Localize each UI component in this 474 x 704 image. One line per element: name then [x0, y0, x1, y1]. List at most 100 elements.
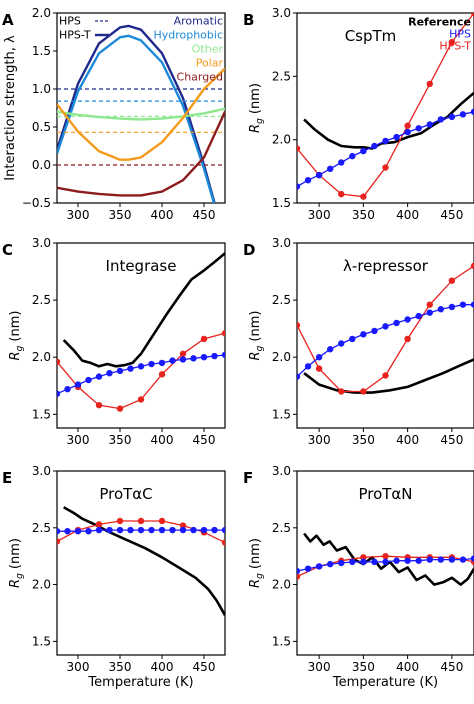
y-axis-label-unit: (nm): [8, 538, 23, 573]
legend-hps: HPS: [449, 28, 471, 41]
plot-area: [57, 24, 225, 203]
plot-area: [57, 506, 225, 616]
hpst-point: [158, 371, 166, 378]
hps-point: [360, 558, 367, 566]
y-tick-label: 2.0: [272, 578, 291, 592]
panel-c: C 300 350 400 450 1.5 2.0 2.5 3.0 Integrase Rg (nm…: [2, 236, 226, 447]
hps-point: [127, 365, 134, 372]
hpst-point: [179, 350, 187, 357]
panel-title: Integrase: [106, 257, 177, 275]
x-tick-label: 300: [308, 208, 331, 222]
hpst-point: [360, 554, 367, 561]
x-tick-label: 450: [440, 433, 463, 447]
series-legend-label: Hydrophobic: [153, 29, 223, 42]
hps-point: [74, 527, 82, 535]
hpst-point: [95, 521, 103, 528]
hps-point: [393, 557, 400, 564]
hps-point: [57, 527, 61, 535]
model-legend-label: HPS-T: [59, 29, 91, 42]
hpst-point: [221, 539, 225, 546]
hps-point: [57, 390, 61, 397]
hps-point: [64, 527, 71, 535]
hpst-point: [137, 517, 145, 525]
hps-point: [297, 183, 301, 190]
legend-reference: Reference: [408, 16, 471, 29]
hps-point: [190, 355, 197, 362]
hps-point: [74, 381, 82, 388]
hps-point: [382, 137, 389, 145]
hpst-point: [470, 13, 474, 17]
hps-point: [371, 142, 378, 150]
y-tick-label: 1.0: [32, 82, 51, 96]
hps-point: [221, 351, 225, 359]
hps-point: [470, 555, 474, 562]
panel-letter: E: [2, 469, 12, 487]
x-tick-label: 450: [193, 433, 216, 447]
x-tick-label: 350: [109, 660, 132, 674]
hps-point: [349, 335, 356, 343]
hps-point: [459, 111, 467, 118]
y-axis-label-symbol: R: [8, 351, 23, 360]
hps-point: [382, 558, 389, 566]
y-axis-label: Rg (nm): [8, 538, 25, 588]
hps-point: [415, 125, 422, 132]
hps-point: [221, 526, 225, 534]
y-tick-label: −0.5: [22, 196, 51, 210]
hps-point: [211, 352, 218, 360]
x-tick-label: 400: [151, 433, 174, 447]
x-tick-label: 350: [109, 433, 132, 447]
hpst-point: [116, 517, 124, 525]
y-tick-label: 2.5: [32, 293, 51, 307]
hps-point: [315, 353, 323, 361]
x-tick-label: 400: [151, 660, 174, 674]
hpst-curve-hydrophobic: [57, 34, 216, 203]
hpst-point: [179, 522, 187, 529]
hps-point: [404, 557, 411, 564]
hpst-point: [200, 335, 208, 343]
hps-point: [116, 367, 124, 375]
plot-frame: [296, 470, 474, 656]
panel-title: ProTαC: [99, 485, 152, 503]
plot-frame: [56, 12, 226, 204]
panel-letter: F: [243, 469, 253, 487]
hpst-point: [448, 277, 456, 284]
hps-point: [127, 526, 134, 534]
hpst-point: [382, 552, 389, 560]
y-axis-label: Rg (nm): [248, 538, 265, 588]
hpst-point: [95, 401, 103, 409]
y-tick-label: 2.0: [32, 350, 51, 364]
plot-area: [57, 252, 225, 412]
hpst-point: [297, 573, 301, 580]
x-tick-label: 450: [440, 208, 463, 222]
y-tick-label: 1.5: [32, 634, 51, 648]
reference-line: [303, 532, 474, 586]
y-axis-label-unit: (nm): [248, 83, 263, 118]
hps-point: [106, 369, 113, 377]
x-tick-label: 450: [440, 660, 463, 674]
y-axis-label-symbol: R: [248, 579, 263, 588]
hps-point: [338, 559, 345, 567]
hps-point: [85, 527, 92, 535]
x-axis-label: Temperature (K): [332, 675, 438, 690]
hps-point: [415, 557, 422, 564]
hpst-point: [137, 396, 145, 403]
hpst-point: [470, 262, 474, 270]
series-legend-label: Charged: [177, 71, 223, 84]
hpst-point: [57, 358, 61, 365]
hps-line: [297, 111, 474, 188]
hpst-point: [360, 193, 367, 200]
y-axis-label-unit: (nm): [8, 311, 23, 346]
hps-point: [437, 116, 445, 123]
hpst-curve-charged: [57, 111, 225, 197]
hpst-curve-other: [57, 107, 225, 121]
y-axis-label-subscript: g: [15, 573, 25, 579]
y-tick-label: 3.0: [32, 464, 51, 478]
hpst-point: [158, 517, 166, 525]
x-axis-label: Temperature (K): [87, 675, 193, 690]
y-tick-label: 0.0: [32, 158, 51, 172]
plot-area: [297, 13, 474, 200]
hps-point: [437, 306, 445, 313]
y-axis-label-subscript: g: [255, 118, 265, 124]
hps-point: [326, 346, 334, 353]
hps-point: [426, 556, 433, 563]
